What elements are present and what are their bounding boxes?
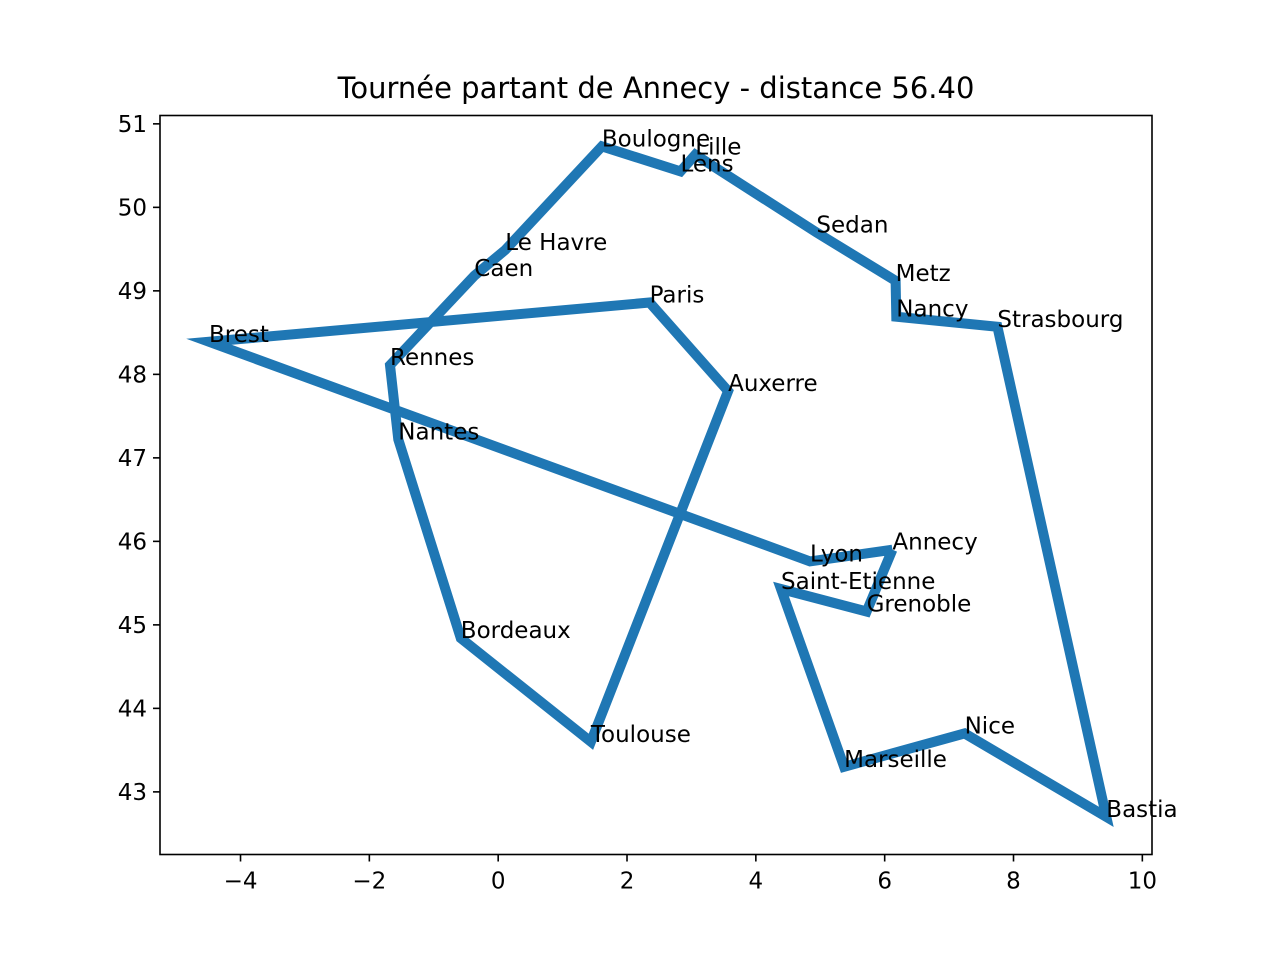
tour-route-line <box>186 140 1114 828</box>
x-axis: −4 −2 0 2 4 6 8 10 <box>224 854 1157 895</box>
city-label: Auxerre <box>728 371 818 397</box>
city-label: Grenoble <box>867 592 972 618</box>
city-label: Brest <box>209 322 269 348</box>
x-tick-label: −2 <box>352 869 386 895</box>
city-label: Lens <box>681 151 734 177</box>
y-tick-label: 47 <box>118 446 147 472</box>
city-label: Nantes <box>398 420 479 446</box>
chart-title: Tournée partant de Annecy - distance 56.… <box>337 71 975 105</box>
city-label: Toulouse <box>590 722 691 748</box>
x-tick-label: 4 <box>749 869 764 895</box>
x-tick-label: −4 <box>224 869 258 895</box>
city-label: Le Havre <box>505 230 607 256</box>
city-label: Rennes <box>390 345 474 371</box>
city-label: Saint-Etienne <box>781 569 935 595</box>
city-label: Paris <box>650 283 705 309</box>
city-label: Annecy <box>892 530 977 556</box>
y-tick-label: 49 <box>118 279 147 305</box>
x-tick-label: 0 <box>491 869 506 895</box>
city-label: Boulogne <box>602 126 710 152</box>
x-tick-label: 6 <box>877 869 892 895</box>
city-label: Bordeaux <box>461 618 571 644</box>
x-tick-label: 8 <box>1006 869 1021 895</box>
city-label: Lille <box>695 135 741 161</box>
city-label: Marseille <box>844 747 947 773</box>
route-layer <box>186 140 1114 828</box>
x-tick-label: 10 <box>1128 869 1157 895</box>
city-label: Metz <box>896 261 951 287</box>
y-tick-label: 46 <box>118 529 147 555</box>
y-tick-label: 44 <box>118 696 147 722</box>
city-label: Caen <box>474 256 533 282</box>
city-label: Sedan <box>816 212 888 238</box>
city-label: Strasbourg <box>997 307 1123 333</box>
city-label: Nice <box>965 713 1015 739</box>
y-axis: 43 44 45 46 47 48 49 50 51 <box>118 112 160 806</box>
axes-frame <box>159 114 1153 856</box>
x-tick-label: 2 <box>620 869 635 895</box>
y-tick-label: 45 <box>118 613 147 639</box>
y-tick-label: 50 <box>118 195 147 221</box>
city-label: Nancy <box>896 297 968 323</box>
y-tick-label: 43 <box>118 780 147 806</box>
city-label: Lyon <box>810 541 863 567</box>
y-tick-label: 51 <box>118 112 147 138</box>
city-label: Bastia <box>1106 797 1177 823</box>
y-tick-label: 48 <box>118 362 147 388</box>
